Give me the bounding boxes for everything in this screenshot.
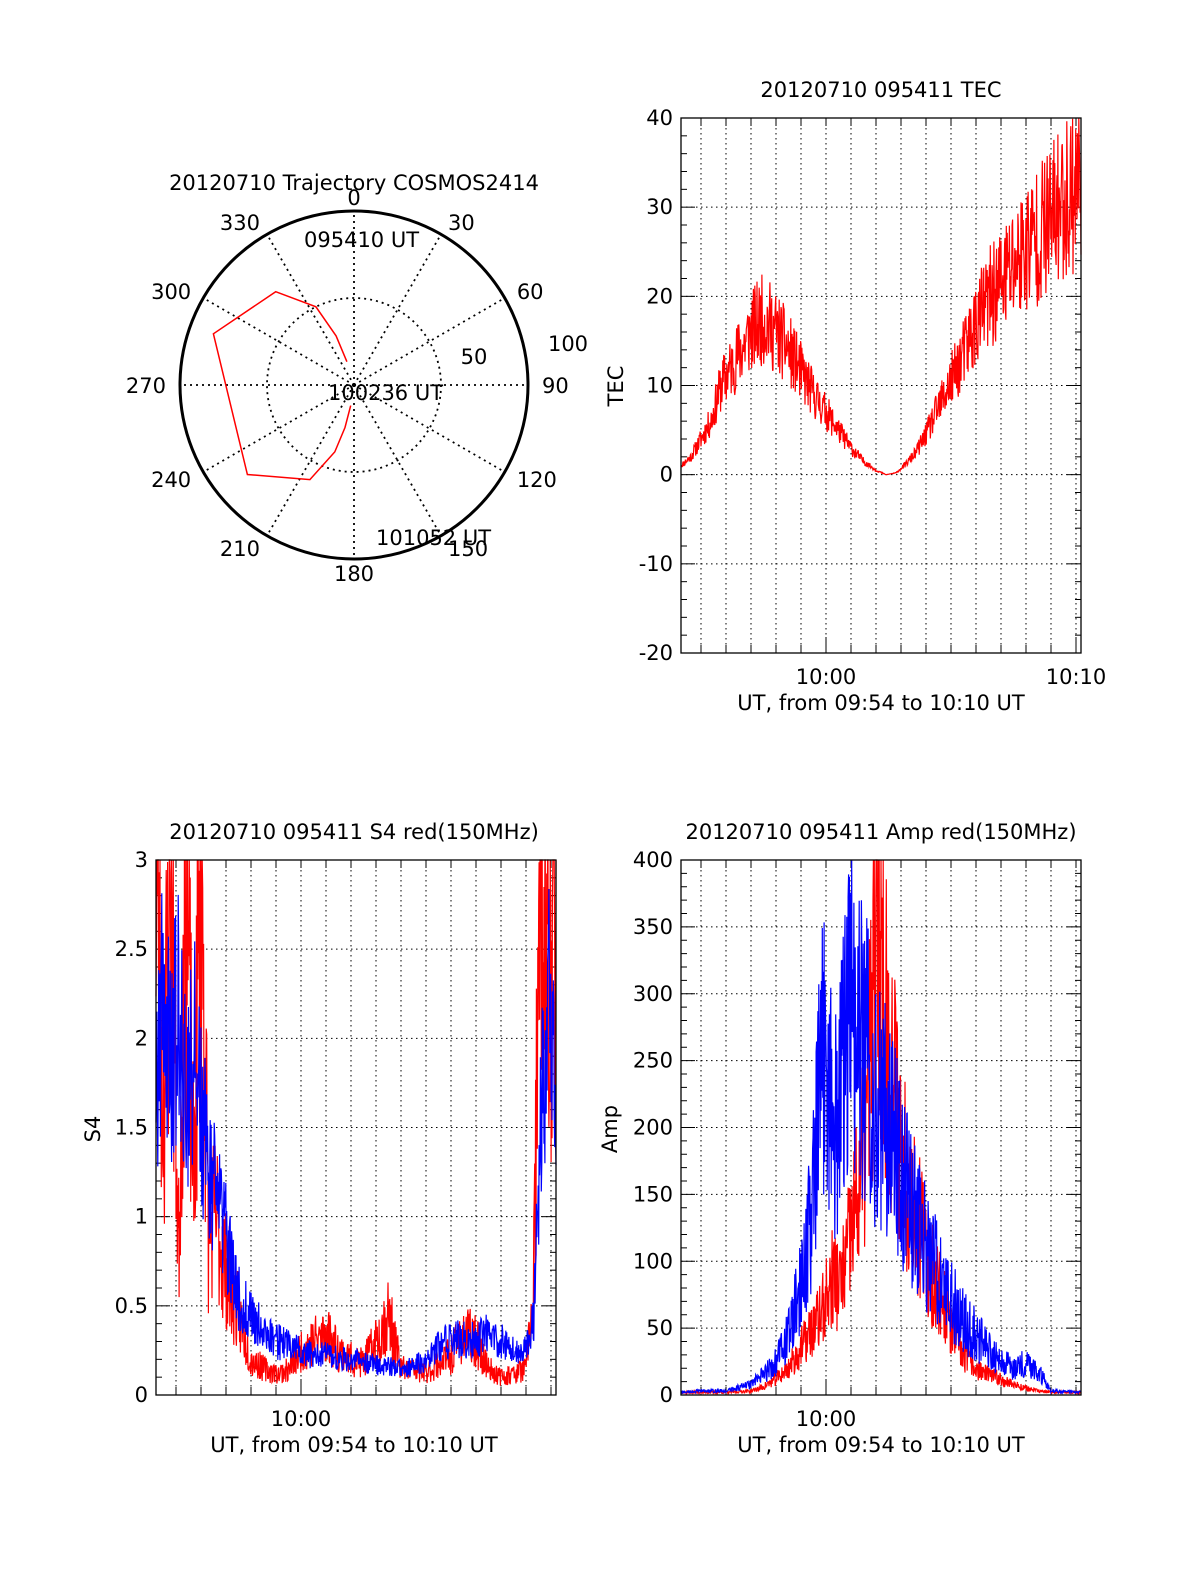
tec-y-axis-label: TEC (604, 366, 628, 408)
amp-series-line (680, 859, 1082, 1395)
polar-azimuth-label: 330 (220, 211, 260, 235)
s4-plot-frame (155, 859, 557, 1396)
polar-azimuth-label: 270 (126, 374, 166, 398)
tec-series (680, 117, 1082, 476)
amp-x-axis-label: UT, from 09:54 to 10:10 UT (737, 1433, 1025, 1457)
tec-y-tick-label: 40 (646, 106, 673, 130)
amp-plot-frame (680, 859, 1082, 1396)
s4-y-axis-label: S4 (81, 1116, 105, 1143)
amp-y-tick-label: 400 (633, 848, 673, 872)
tec-ticks: -20 -10 0 10 20 30 40 10:00 10:10 (639, 106, 1107, 689)
tec-y-tick-label: -20 (639, 641, 673, 665)
s4-y-tick-label: 2 (135, 1026, 148, 1050)
polar-outer-circle (178, 209, 530, 561)
polar-azimuth-label: 60 (517, 280, 544, 304)
polar-spoke (353, 384, 442, 537)
amp-y-tick-label: 100 (633, 1249, 673, 1273)
s4-y-tick-label: 0 (135, 1383, 148, 1407)
polar-spoke (266, 384, 355, 537)
tec-y-tick-label: 10 (646, 374, 673, 398)
amp-y-tick-label: 50 (646, 1316, 673, 1340)
polar-radius-label: 100 (548, 332, 588, 356)
trajectory-title: 20120710 Trajectory COSMOS2414 (169, 171, 539, 195)
trajectory-track (212, 290, 352, 481)
amp-y-tick-label: 150 (633, 1182, 673, 1206)
amp-title: 20120710 095411 Amp red(150MHz) (685, 820, 1076, 844)
s4-y-tick-label: 0.5 (115, 1294, 148, 1318)
polar-azimuth-label: 0 (347, 186, 360, 210)
amp-y-axis-label: Amp (598, 1105, 622, 1153)
polar-azimuth-label: 300 (151, 280, 191, 304)
s4-y-tick-label: 3 (135, 848, 148, 872)
polar-azimuth-label: 180 (334, 562, 374, 586)
tec-series-line (680, 117, 1082, 476)
polar-spokes (180, 211, 528, 559)
tec-title: 20120710 095411 TEC (760, 78, 1001, 102)
amp-y-tick-label: 0 (660, 1383, 673, 1407)
polar-spoke (353, 233, 442, 386)
s4-y-tick-label: 2.5 (115, 937, 148, 961)
trajectory-end-time: 101052 UT (376, 526, 491, 550)
s4-x-axis-label: UT, from 09:54 to 10:10 UT (210, 1433, 498, 1457)
tec-chart: 20120710 095411 TEC TEC UT, from 09:54 t… (604, 78, 1106, 715)
polar-azimuth-label: 240 (151, 468, 191, 492)
polar-spoke (202, 384, 355, 473)
polar-azimuth-label: 90 (542, 374, 569, 398)
tec-plot-frame (680, 117, 1082, 654)
amp-y-tick-label: 350 (633, 915, 673, 939)
trajectory-mid-time: 100236 UT (328, 381, 443, 405)
polar-azimuth-label: 210 (220, 537, 260, 561)
tec-y-tick-label: 0 (660, 463, 673, 487)
polar-inner-circle (266, 297, 442, 473)
polar-azimuth-label: 150 (448, 537, 488, 561)
s4-series-line (155, 888, 557, 1378)
tec-y-tick-label: -10 (639, 552, 673, 576)
polar-spoke (202, 297, 355, 386)
polar-spoke (353, 297, 506, 386)
s4-chart: 20120710 095411 S4 red(150MHz) S4 UT, fr… (81, 820, 557, 1457)
tec-x-tick-label: 10:00 (796, 665, 857, 689)
s4-x-tick-label: 10:00 (271, 1407, 332, 1431)
polar-azimuth-label: 120 (517, 468, 557, 492)
trajectory-start-time: 095410 UT (304, 228, 419, 252)
s4-title: 20120710 095411 S4 red(150MHz) (169, 820, 539, 844)
amp-series (680, 859, 1082, 1396)
s4-y-tick-label: 1.5 (115, 1116, 148, 1140)
amp-y-tick-label: 250 (633, 1049, 673, 1073)
s4-series (155, 859, 557, 1386)
amp-x-tick-label: 10:00 (796, 1407, 857, 1431)
trajectory-polar-chart: 20120710 Trajectory COSMOS2414 0 30 60 90 12… (126, 171, 588, 586)
amp-y-tick-label: 200 (633, 1116, 673, 1140)
tec-y-tick-label: 20 (646, 284, 673, 308)
amp-y-tick-label: 300 (633, 982, 673, 1006)
polar-azimuth-label: 30 (448, 211, 475, 235)
s4-series-line (155, 859, 557, 1386)
polar-spoke (266, 233, 355, 386)
s4-grid (156, 860, 556, 1395)
tec-grid (681, 118, 1081, 653)
amp-ticks: 0 50 100 150 200 250 300 350 400 10:00 (633, 848, 1081, 1431)
tec-x-tick-label: 10:10 (1046, 665, 1107, 689)
amp-chart: 20120710 095411 Amp red(150MHz) Amp UT, … (598, 820, 1082, 1457)
polar-spoke (353, 384, 506, 473)
polar-azimuth-labels: 0 30 60 90 120 150 180 210 240 270 300 330 (126, 186, 569, 586)
polar-radius-label: 50 (461, 345, 488, 369)
tec-x-axis-label: UT, from 09:54 to 10:10 UT (737, 691, 1025, 715)
s4-y-tick-label: 1 (135, 1205, 148, 1229)
tec-y-tick-label: 30 (646, 195, 673, 219)
